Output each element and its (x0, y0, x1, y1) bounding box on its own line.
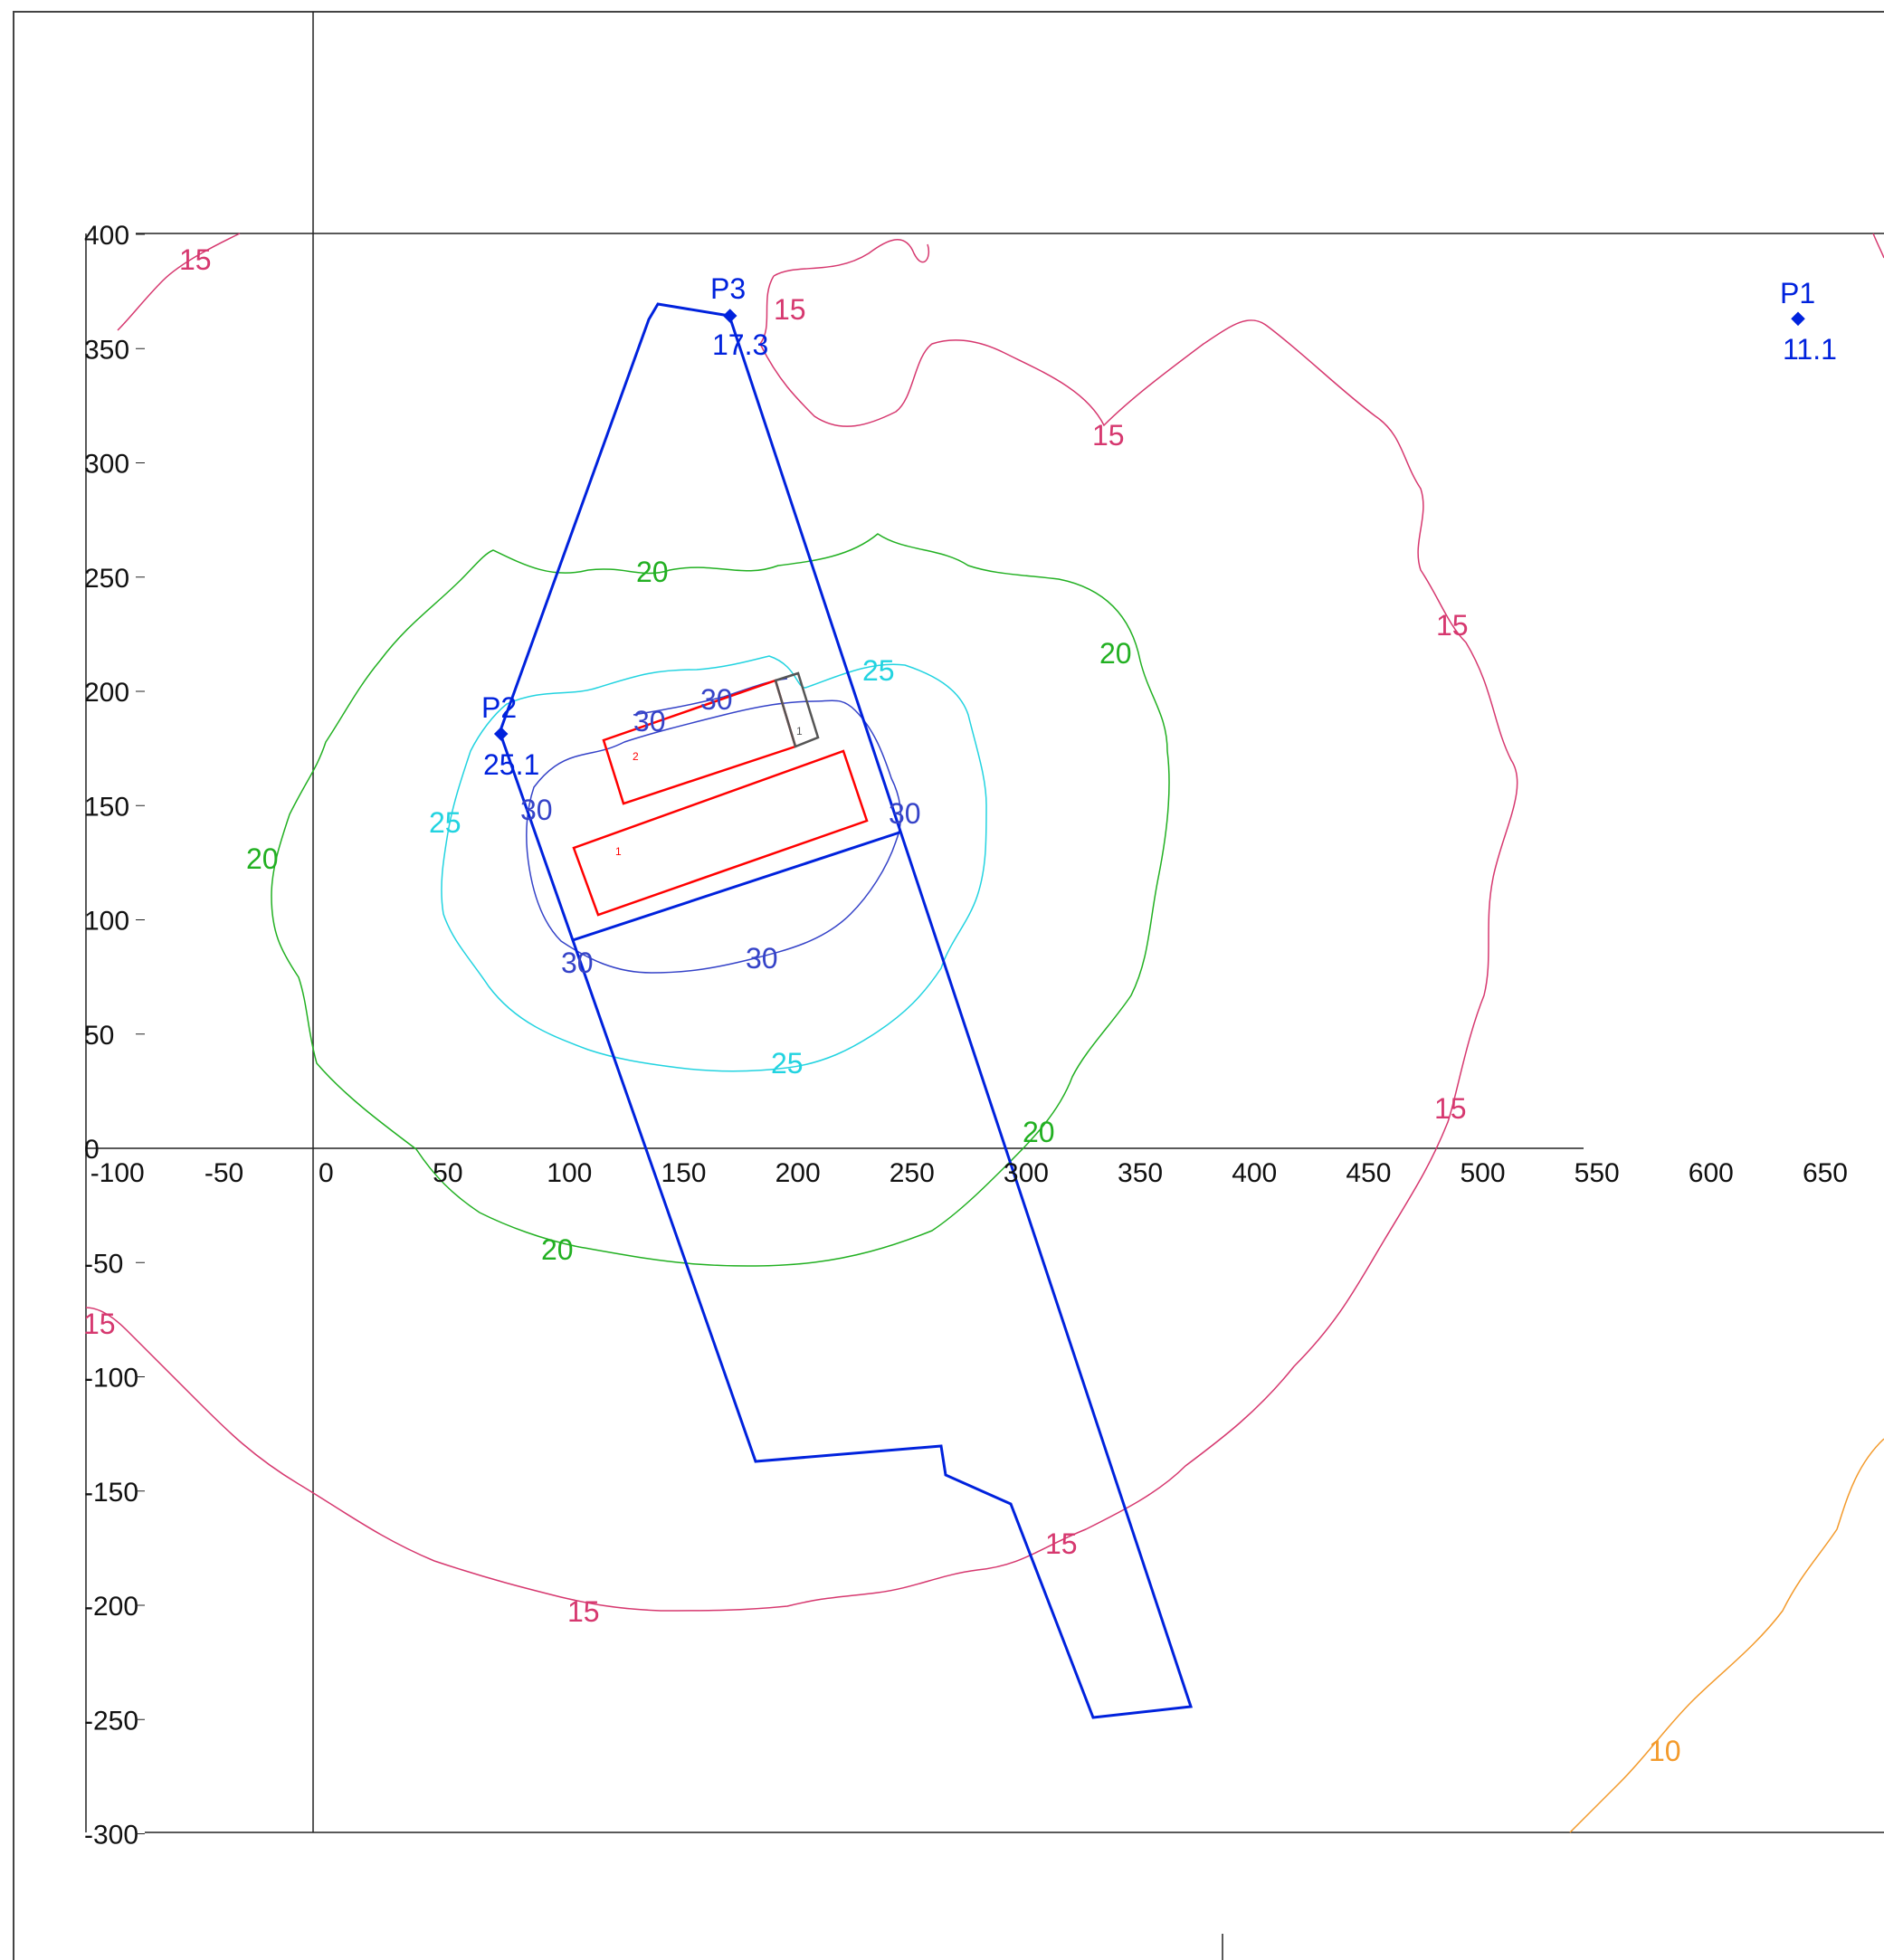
building-1 (572, 749, 869, 917)
point-p3-value: 17.3 (712, 328, 768, 361)
building-small (774, 671, 820, 748)
x-tick-label: 200 (775, 1158, 821, 1188)
contour-25 (441, 655, 987, 1072)
contour-label-15: 15 (1434, 1092, 1467, 1125)
y-tick-label: -250 (84, 1706, 138, 1736)
contour-label-15: 15 (83, 1308, 116, 1340)
y-tick-label: -300 (84, 1821, 138, 1851)
building-2 (602, 679, 797, 805)
x-tick-label: 150 (661, 1158, 706, 1188)
boundary-polygon (498, 302, 1194, 1719)
x-tick-label: -100 (90, 1158, 145, 1188)
contour-label-10: 10 (1649, 1735, 1681, 1767)
x-tick-label: 500 (1461, 1158, 1506, 1188)
y-tick-label: 200 (84, 678, 129, 708)
contour-label-30: 30 (746, 942, 778, 975)
y-tick-label: 100 (84, 907, 129, 937)
x-tick-label: -50 (205, 1158, 243, 1188)
boundary-inner-line (572, 831, 900, 942)
x-tick-label: 300 (1004, 1158, 1049, 1188)
contour-label-30: 30 (633, 705, 666, 737)
contour-label-15: 15 (1045, 1527, 1078, 1560)
y-tick-label: -50 (84, 1249, 123, 1279)
building-small-label: 1 (796, 725, 803, 737)
x-tick-label: 100 (547, 1158, 592, 1188)
y-tick-label: 300 (84, 450, 129, 480)
point-p2-value: 25.1 (483, 748, 539, 781)
y-tick-label: 150 (84, 792, 129, 822)
x-tick-label: 600 (1689, 1158, 1734, 1188)
contour-label-30: 30 (889, 797, 921, 830)
contour-label-20: 20 (246, 842, 279, 875)
point-p2: P2 25.1 (481, 691, 539, 781)
contours (85, 233, 1884, 1833)
y-tick-label: -200 (84, 1592, 138, 1622)
contour-label-15: 15 (179, 243, 212, 276)
x-tick-label: 50 (433, 1158, 462, 1188)
point-p1-value: 11.1 (1783, 333, 1837, 366)
y-tick-label: -150 (84, 1478, 138, 1508)
contour-label-20: 20 (1023, 1116, 1055, 1148)
contour-label-15: 15 (774, 293, 806, 326)
x-tick-label: 250 (890, 1158, 935, 1188)
point-p2-name: P2 (481, 691, 517, 724)
point-p1-name: P1 (1780, 277, 1815, 309)
y-tick-label: 250 (84, 564, 129, 594)
contour-label-20: 20 (541, 1233, 574, 1266)
y-tick-label: 400 (84, 221, 129, 251)
x-tick-label: 350 (1118, 1158, 1163, 1188)
contour-label-25: 25 (862, 654, 895, 687)
y-tick-label: -100 (84, 1364, 138, 1394)
point-p2-marker (493, 727, 509, 741)
x-tick-label: 400 (1232, 1158, 1277, 1188)
point-p3-name: P3 (710, 272, 746, 305)
x-tick-label: 550 (1575, 1158, 1620, 1188)
contour-label-30: 30 (700, 683, 733, 716)
y-axis-ticks: 400 350 300 250 200 150 100 50 0 -50 -100 -150 -200 -… (84, 221, 145, 1851)
contour-label-15: 15 (1436, 609, 1469, 642)
contour-label-group: 15 15 15 15 15 15 15 15 20 20 20 20 20 2… (83, 243, 1681, 1767)
grid (85, 12, 1884, 1960)
x-tick-label: 450 (1346, 1158, 1391, 1188)
contour-label-25: 25 (429, 806, 461, 839)
buildings (572, 671, 869, 917)
y-tick-label: 50 (84, 1021, 114, 1051)
point-p1-marker (1791, 311, 1805, 327)
x-tick-label: 650 (1803, 1158, 1848, 1188)
x-tick-label: 0 (319, 1158, 334, 1188)
contour-label-30: 30 (520, 794, 553, 826)
site-boundary (498, 302, 1194, 1719)
map-frame (13, 11, 1884, 1960)
contour-label-20: 20 (1099, 637, 1132, 670)
contour-label-15: 15 (567, 1595, 600, 1628)
x-axis-ticks: -100 -50 0 50 100 150 200 250 300 350 400 450 500 550… (90, 1158, 1848, 1188)
building-1-label: 1 (615, 845, 622, 858)
y-tick-label: 0 (84, 1135, 100, 1165)
point-p1: P1 11.1 (1780, 277, 1837, 366)
point-p3: P3 17.3 (710, 272, 768, 361)
contour-label-15: 15 (1092, 419, 1125, 452)
contour-15-topright (1872, 233, 1884, 259)
contour-20 (271, 533, 1170, 1267)
contour-label-25: 25 (771, 1047, 804, 1080)
contour-15-topleft (117, 233, 241, 331)
contour-15-main (85, 239, 1518, 1612)
contour-10 (1569, 1438, 1884, 1833)
contour-label-20: 20 (636, 556, 669, 588)
point-p3-marker (722, 309, 737, 323)
y-tick-label: 350 (84, 335, 129, 365)
building-2-label: 2 (633, 750, 639, 763)
contour-30 (525, 699, 902, 974)
receptor-points: P1 11.1 P2 25.1 P3 17.3 (481, 272, 1837, 781)
contour-label-30: 30 (561, 947, 594, 979)
